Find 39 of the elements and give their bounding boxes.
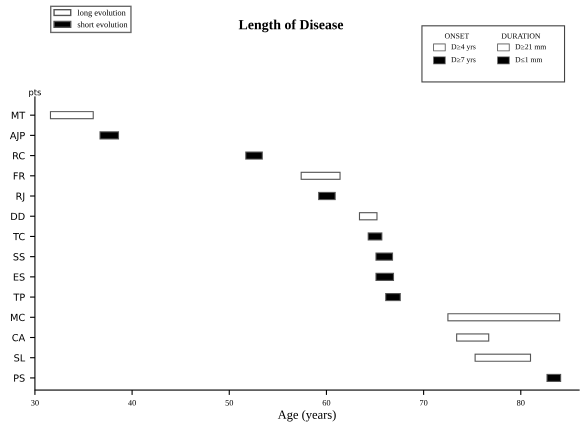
y-tick-label: FR [14, 172, 25, 180]
y-tick-label: MT [12, 112, 26, 119]
bar [474, 354, 532, 362]
bar [375, 272, 394, 281]
y-tick-label: SS [13, 253, 25, 260]
bar [245, 152, 263, 160]
y-tick-label: RC [13, 152, 25, 160]
bar [318, 192, 336, 200]
x-tick-label: 70 [420, 400, 428, 406]
x-tick-label: 80 [516, 400, 525, 406]
x-tick-label: 60 [322, 400, 330, 406]
y-axis-title: pts [29, 89, 41, 97]
bar [300, 172, 341, 180]
y-tick-label: AJP [10, 132, 25, 142]
y-tick-label: MC [10, 314, 25, 322]
bar [358, 212, 378, 220]
bar [368, 232, 382, 241]
bar [546, 374, 562, 382]
y-tick-label: SL [14, 354, 26, 362]
legend-label: long evolution [78, 10, 126, 18]
chart-title: Length of Disease [238, 19, 344, 32]
x-tick-label: 50 [226, 400, 234, 406]
y-tick-label: ES [14, 273, 25, 281]
x-tick-label: 30 [31, 400, 39, 406]
x-axis-title: Age (years) [278, 410, 336, 422]
legend-label: short evolution [78, 22, 128, 28]
bar [385, 292, 401, 302]
x-tick-label: 40 [128, 400, 136, 406]
bar [50, 111, 94, 120]
y-tick-label: RJ [16, 192, 24, 202]
y-tick-label: DD [11, 212, 25, 220]
bar [375, 252, 394, 261]
y-tick-label: PS [14, 374, 25, 382]
y-tick-label: TC [13, 232, 25, 240]
bar [456, 333, 490, 342]
bar [99, 131, 120, 140]
y-tick-label: CA [12, 334, 26, 342]
bar [447, 313, 560, 322]
y-tick-label: TP [13, 294, 25, 301]
